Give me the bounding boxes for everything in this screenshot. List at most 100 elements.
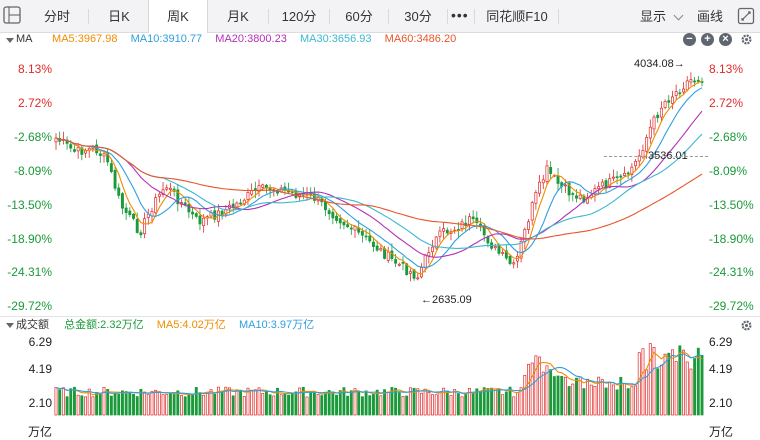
close-icon[interactable]: × xyxy=(719,33,732,46)
volume-bar xyxy=(626,388,630,416)
volume-bar xyxy=(390,387,394,416)
chevron-down-icon[interactable] xyxy=(673,10,684,21)
minus-icon[interactable]: − xyxy=(683,33,696,46)
gear-icon[interactable] xyxy=(740,319,753,332)
volume-bar xyxy=(530,362,534,416)
fullscreen-icon[interactable] xyxy=(737,7,755,25)
volume-ma10: MA10:3.97万亿 xyxy=(238,319,315,331)
candle-body xyxy=(394,259,398,264)
volume-bar xyxy=(335,394,338,416)
volume-bar xyxy=(445,390,449,416)
candle-body xyxy=(423,254,427,268)
candle-body xyxy=(124,207,128,213)
candle-body xyxy=(637,155,641,162)
volume-bar xyxy=(298,387,302,416)
volume-bar xyxy=(615,389,619,416)
tab-30min[interactable]: 30分 xyxy=(404,9,432,24)
volume-bar xyxy=(368,395,372,416)
volume-chart[interactable] xyxy=(0,334,760,439)
left-price-label: 8.13% xyxy=(17,62,52,76)
volume-bar xyxy=(342,387,346,416)
right-price-label: -24.31% xyxy=(709,265,754,279)
candle-body xyxy=(667,100,671,103)
tab-fenshi[interactable]: 分时 xyxy=(43,9,70,24)
tab-60min[interactable]: 60分 xyxy=(345,9,373,24)
collapse-main-icon[interactable] xyxy=(6,38,14,43)
candle-body xyxy=(353,226,357,231)
tab-f10[interactable]: 同花顺F10 xyxy=(486,9,548,24)
display-menu-button[interactable]: 显示 xyxy=(640,9,667,24)
tab-120min[interactable]: 120分 xyxy=(281,9,317,24)
volume-bar xyxy=(637,352,641,416)
panel-divider xyxy=(0,316,760,317)
gear-icon[interactable] xyxy=(740,33,753,46)
volume-bar xyxy=(120,390,124,416)
volume-bar xyxy=(515,392,519,416)
volume-bar xyxy=(360,396,364,416)
plus-icon[interactable]: + xyxy=(701,33,714,46)
volume-bar xyxy=(659,364,663,416)
volume-bar xyxy=(383,389,386,416)
candle-body xyxy=(161,189,165,195)
collapse-volume-icon[interactable] xyxy=(6,323,14,328)
volume-bar xyxy=(685,361,689,416)
ma10-value: MA10:3910.77 xyxy=(130,33,203,45)
volume-bar xyxy=(91,396,95,416)
candle-body xyxy=(467,216,471,225)
volume-bar xyxy=(442,387,446,416)
candle-body xyxy=(416,277,420,280)
draw-line-button[interactable]: 画线 xyxy=(697,9,724,24)
candle-body xyxy=(563,184,567,187)
candle-body xyxy=(231,203,235,208)
candle-body xyxy=(202,217,206,227)
volume-bar xyxy=(117,393,121,416)
volume-bar xyxy=(294,391,298,416)
tab-month-k[interactable]: 月K xyxy=(227,9,249,24)
candle-body xyxy=(379,248,383,251)
volume-bar xyxy=(139,388,143,416)
volume-bar xyxy=(375,389,379,416)
volume-bar xyxy=(353,388,357,416)
volume-bar xyxy=(213,393,217,416)
right-price-label: 2.72% xyxy=(709,96,744,110)
candle-body xyxy=(608,178,612,188)
volume-bar xyxy=(593,385,597,416)
volume-bar xyxy=(176,390,180,416)
candle-body xyxy=(349,227,353,230)
volume-bar xyxy=(434,394,438,416)
volume-bar xyxy=(150,391,154,416)
grid-menu-icon[interactable] xyxy=(3,6,21,24)
volume-bar xyxy=(73,386,76,416)
volume-bar xyxy=(519,387,523,416)
volume-bar xyxy=(623,383,626,416)
volume-bar xyxy=(464,394,468,416)
candle-body xyxy=(405,263,409,275)
volume-bar xyxy=(283,393,287,416)
volume-bar xyxy=(634,385,638,416)
volume-bar xyxy=(482,387,486,416)
candle-body xyxy=(663,101,667,108)
candle-body xyxy=(534,192,538,204)
tab-week-k[interactable]: 周K xyxy=(148,0,208,33)
volume-bar xyxy=(453,389,457,416)
volume-bar xyxy=(106,389,110,416)
candle-body xyxy=(619,175,623,178)
volume-bar xyxy=(349,390,353,416)
volume-bar xyxy=(183,396,187,416)
candle-body xyxy=(168,187,172,190)
candle-body xyxy=(438,230,442,237)
candle-body xyxy=(69,144,73,149)
more-periods-button[interactable]: ••• xyxy=(451,7,469,23)
volume-bar xyxy=(272,395,276,416)
candle-body xyxy=(346,224,350,228)
candle-body xyxy=(239,202,243,205)
candle-body xyxy=(586,198,590,204)
volume-bar xyxy=(205,391,209,416)
volume-bar xyxy=(682,349,685,416)
volume-legend: 成交额 总金额:2.32万亿 MA5:4.02万亿 MA10:3.97万亿 xyxy=(16,317,314,334)
candle-body xyxy=(634,160,638,167)
tab-day-k[interactable]: 日K xyxy=(108,9,130,24)
candlestick-chart[interactable] xyxy=(0,50,760,316)
volume-bar xyxy=(54,387,58,416)
candle-body xyxy=(165,187,169,190)
